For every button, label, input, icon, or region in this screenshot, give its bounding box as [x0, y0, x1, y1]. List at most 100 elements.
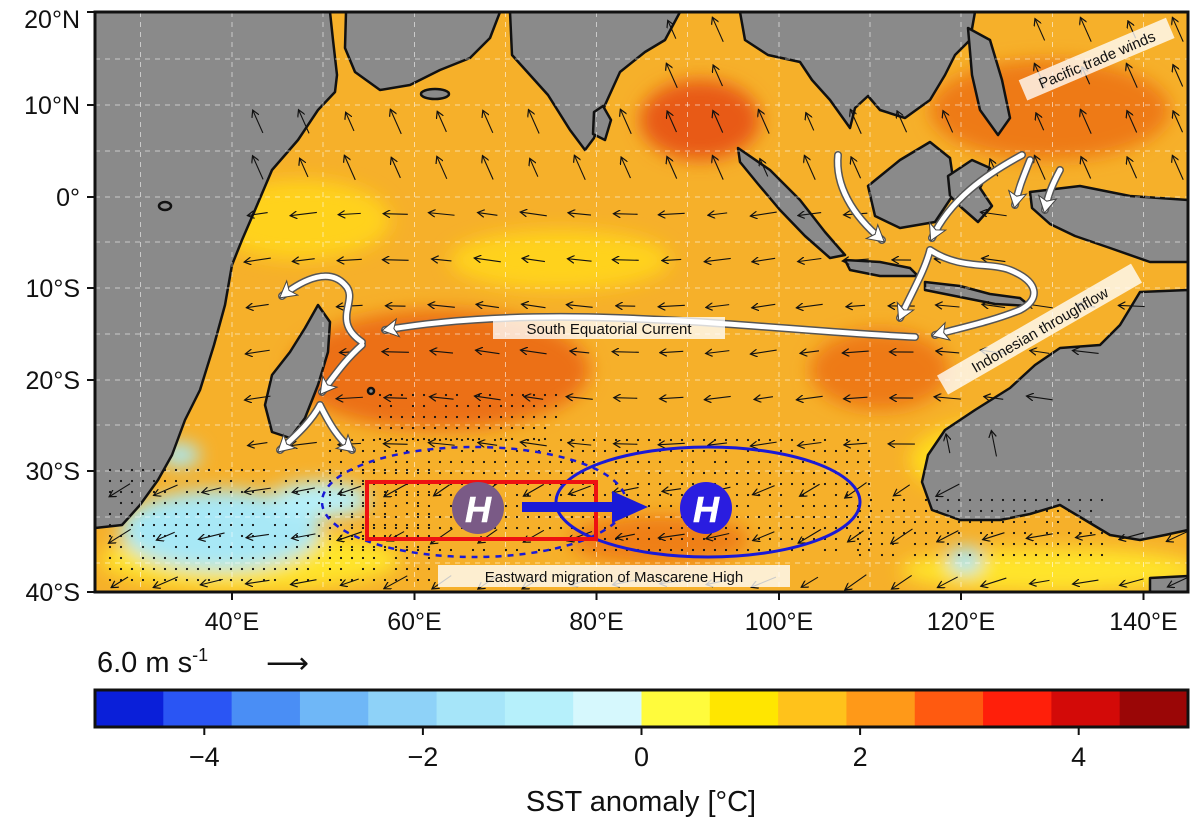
stipple-dot: [120, 546, 122, 548]
colorbar-swatches: [95, 690, 1189, 727]
stipple-dot: [296, 469, 298, 471]
stipple-dot: [153, 557, 155, 559]
wind-vector: [384, 214, 408, 215]
stipple-dot: [428, 527, 430, 529]
stipple-dot: [329, 450, 331, 452]
stipple-dot: [120, 502, 122, 504]
stipple-dot: [197, 524, 199, 526]
stipple-dot: [560, 527, 562, 529]
stipple-dot: [406, 461, 408, 463]
stipple-dot: [307, 557, 309, 559]
stipple-dot: [164, 513, 166, 515]
stipple-dot: [868, 461, 870, 463]
stipple-dot: [936, 521, 938, 523]
stipple-dot: [373, 502, 375, 504]
stipple-dot: [423, 416, 425, 418]
stipple-dot: [175, 524, 177, 526]
stipple-dot: [164, 579, 166, 581]
stipple-dot: [252, 469, 254, 471]
stipple-dot: [500, 416, 502, 418]
stipple-dot: [522, 427, 524, 429]
stipple-dot: [533, 438, 535, 440]
stipple-dot: [505, 439, 507, 441]
stipple-dot: [914, 532, 916, 534]
stipple-dot: [230, 480, 232, 482]
stipple-dot: [571, 516, 573, 518]
stipple-dot: [340, 579, 342, 581]
stipple-dot: [164, 480, 166, 482]
stipple-dot: [428, 461, 430, 463]
stipple-dot: [736, 439, 738, 441]
stipple-dot: [648, 483, 650, 485]
stipple-dot: [307, 513, 309, 515]
stipple-dot: [1013, 510, 1015, 512]
stipple-dot: [648, 439, 650, 441]
stipple-dot: [230, 491, 232, 493]
stipple-dot: [318, 491, 320, 493]
stipple-dot: [626, 439, 628, 441]
stipple-dot: [1101, 554, 1103, 556]
stipple-dot: [1013, 521, 1015, 523]
stipple-dot: [1101, 543, 1103, 545]
stipple-dot: [197, 469, 199, 471]
stipple-dot: [417, 546, 419, 548]
stipple-dot: [417, 516, 419, 518]
stipple-dot: [870, 499, 872, 501]
stipple-dot: [274, 535, 276, 537]
stipple-dot: [285, 557, 287, 559]
colorbar-swatch: [915, 690, 984, 727]
stipple-dot: [406, 535, 408, 537]
stipple-dot: [417, 513, 419, 515]
stipple-dot: [263, 469, 265, 471]
stipple-dot: [538, 472, 540, 474]
stipple-dot: [549, 472, 551, 474]
stipple-dot: [252, 502, 254, 504]
stipple-dot: [1024, 510, 1026, 512]
stipple-dot: [947, 510, 949, 512]
stipple-dot: [1079, 532, 1081, 534]
stipple-dot: [373, 513, 375, 515]
stipple-dot: [131, 535, 133, 537]
stipple-dot: [175, 469, 177, 471]
stipple-dot: [428, 505, 430, 507]
stipple-dot: [571, 549, 573, 551]
stipple-dot: [780, 494, 782, 496]
stipple-dot: [263, 480, 265, 482]
stipple-dot: [736, 527, 738, 529]
stipple-dot: [472, 549, 474, 551]
stipple-dot: [769, 538, 771, 540]
stipple-dot: [329, 491, 331, 493]
stipple-dot: [428, 579, 430, 581]
stipple-dot: [241, 557, 243, 559]
stipple-dot: [1002, 543, 1004, 545]
stipple-dot: [758, 549, 760, 551]
stipple-dot: [252, 480, 254, 482]
stipple-dot: [274, 568, 276, 570]
stipple-dot: [747, 483, 749, 485]
stipple-dot: [615, 538, 617, 540]
stipple-dot: [241, 513, 243, 515]
stipple-dot: [318, 502, 320, 504]
stipple-dot: [186, 513, 188, 515]
stipple-dot: [142, 568, 144, 570]
stipple-dot: [109, 535, 111, 537]
stipple-dot: [846, 450, 848, 452]
colorbar-tick-label: 4: [1071, 742, 1086, 772]
stipple-dot: [802, 461, 804, 463]
stipple-dot: [153, 480, 155, 482]
stipple-dot: [1090, 532, 1092, 534]
stipple-dot: [1068, 554, 1070, 556]
stipple-dot: [263, 491, 265, 493]
stipple-dot: [285, 524, 287, 526]
stipple-dot: [219, 469, 221, 471]
stipple-dot: [109, 491, 111, 493]
stipple-dot: [824, 527, 826, 529]
stipple-dot: [445, 405, 447, 407]
stipple-dot: [450, 516, 452, 518]
wind-vector: [383, 352, 409, 353]
stipple-dot: [373, 494, 375, 496]
stipple-dot: [423, 405, 425, 407]
stipple-dot: [824, 439, 826, 441]
